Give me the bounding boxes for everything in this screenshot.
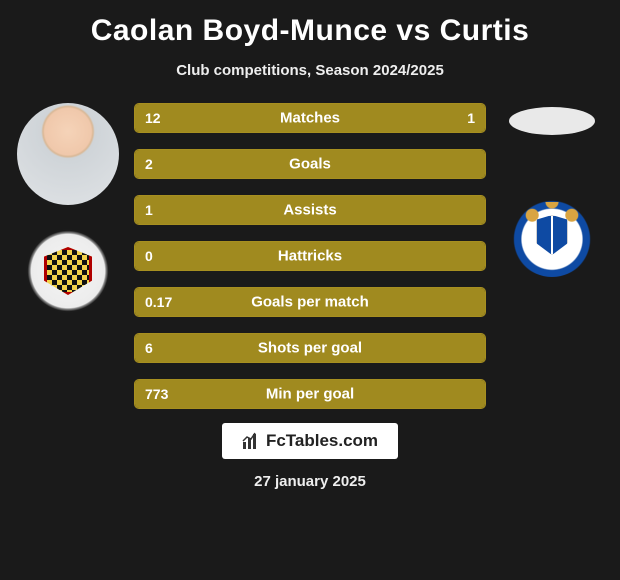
chart-icon xyxy=(242,432,260,450)
player-left-photo xyxy=(17,103,119,205)
stat-label: Hattricks xyxy=(278,248,342,265)
stat-row: 0.17 Goals per match xyxy=(134,287,486,317)
footer: FcTables.com 27 january 2025 xyxy=(222,423,398,490)
brand-badge: FcTables.com xyxy=(222,423,398,459)
player-right-photo xyxy=(509,107,595,135)
stat-value-left: 1 xyxy=(145,202,153,218)
stat-row: 6 Shots per goal xyxy=(134,333,486,363)
stat-label: Matches xyxy=(280,110,340,127)
subtitle: Club competitions, Season 2024/2025 xyxy=(176,62,444,79)
stat-value-left: 12 xyxy=(145,110,161,126)
stat-row: 773 Min per goal xyxy=(134,379,486,409)
stat-label: Goals per match xyxy=(251,294,369,311)
stat-value-left: 773 xyxy=(145,386,168,402)
stat-label: Assists xyxy=(283,202,336,219)
date-text: 27 january 2025 xyxy=(254,473,366,490)
stat-label: Shots per goal xyxy=(258,340,362,357)
stat-value-right: 1 xyxy=(467,110,475,126)
stat-label: Goals xyxy=(289,156,331,173)
stats-column: 12 1 Matches 2 Goals 1 Assists 0 Hattricks 0.17 Go… xyxy=(134,103,486,409)
stat-label: Min per goal xyxy=(266,386,354,403)
stat-row: 1 Assists xyxy=(134,195,486,225)
stat-value-left: 0 xyxy=(145,248,153,264)
player-left-column xyxy=(8,103,128,313)
comparison-row: 12 1 Matches 2 Goals 1 Assists 0 Hattricks 0.17 Go… xyxy=(8,103,612,409)
club-badge-right xyxy=(510,193,594,277)
brand-text: FcTables.com xyxy=(266,431,378,451)
player-right-column xyxy=(492,103,612,277)
stat-row: 2 Goals xyxy=(134,149,486,179)
stat-row: 0 Hattricks xyxy=(134,241,486,271)
stat-value-left: 6 xyxy=(145,340,153,356)
stat-row: 12 1 Matches xyxy=(134,103,486,133)
stat-value-left: 0.17 xyxy=(145,294,172,310)
club-badge-left xyxy=(26,229,110,313)
page-title: Caolan Boyd-Munce vs Curtis xyxy=(91,14,530,48)
stat-value-left: 2 xyxy=(145,156,153,172)
